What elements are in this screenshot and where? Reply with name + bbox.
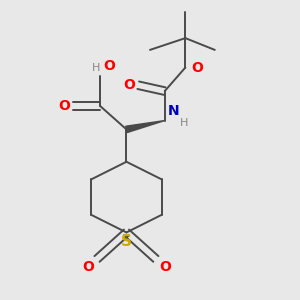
Text: O: O [191, 61, 203, 75]
Text: S: S [121, 234, 132, 249]
Text: O: O [159, 260, 171, 274]
Text: O: O [58, 99, 70, 113]
Text: H: H [179, 118, 188, 128]
Polygon shape [126, 121, 165, 133]
Text: H: H [92, 63, 100, 74]
Text: O: O [103, 59, 115, 74]
Text: O: O [82, 260, 94, 274]
Text: N: N [168, 103, 179, 118]
Text: O: O [123, 78, 135, 92]
